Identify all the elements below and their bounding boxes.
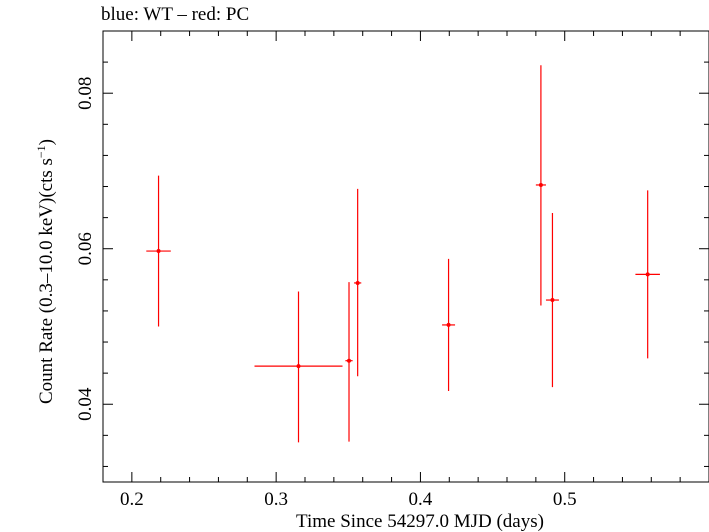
x-tick-label: 0.2 <box>120 489 144 510</box>
x-tick-label: 0.3 <box>264 489 288 510</box>
y-tick-label: 0.08 <box>75 77 96 110</box>
data-point <box>345 282 353 442</box>
data-point <box>535 65 546 306</box>
y-tick-label: 0.04 <box>75 387 96 421</box>
axis-tick-labels: 0.2 0.3 0.4 0.5 0.04 0.06 0.08 <box>75 77 577 510</box>
point-marker <box>156 249 161 254</box>
data-point <box>354 188 362 377</box>
point-marker <box>355 280 360 285</box>
point-marker <box>446 322 451 327</box>
y-axis-label-superscript: −1 <box>34 145 48 158</box>
y-axis-label-end: ) <box>36 139 57 145</box>
x-tick-label: 0.4 <box>409 489 433 510</box>
point-marker <box>296 364 301 369</box>
x-axis-label: Time Since 54297.0 MJD (days) <box>296 511 544 532</box>
y-axis-label-main: Count Rate (0.3–10.0 keV)(cts s <box>36 158 57 404</box>
point-marker <box>550 298 555 303</box>
data-points <box>146 65 660 443</box>
point-marker <box>645 272 650 277</box>
data-point <box>254 291 343 443</box>
x-tick-label: 0.5 <box>553 489 577 510</box>
plot-frame <box>102 30 709 483</box>
y-axis-label: Count Rate (0.3–10.0 keV)(cts s−1) <box>34 139 57 404</box>
data-point <box>635 190 660 359</box>
data-point <box>442 258 456 392</box>
y-tick-label: 0.06 <box>75 232 96 265</box>
point-marker <box>538 182 543 187</box>
data-point <box>146 175 171 327</box>
point-marker <box>347 358 352 363</box>
data-point <box>545 212 559 388</box>
axis-ticks <box>102 30 709 482</box>
chart-title: blue: WT – red: PC <box>101 4 250 25</box>
